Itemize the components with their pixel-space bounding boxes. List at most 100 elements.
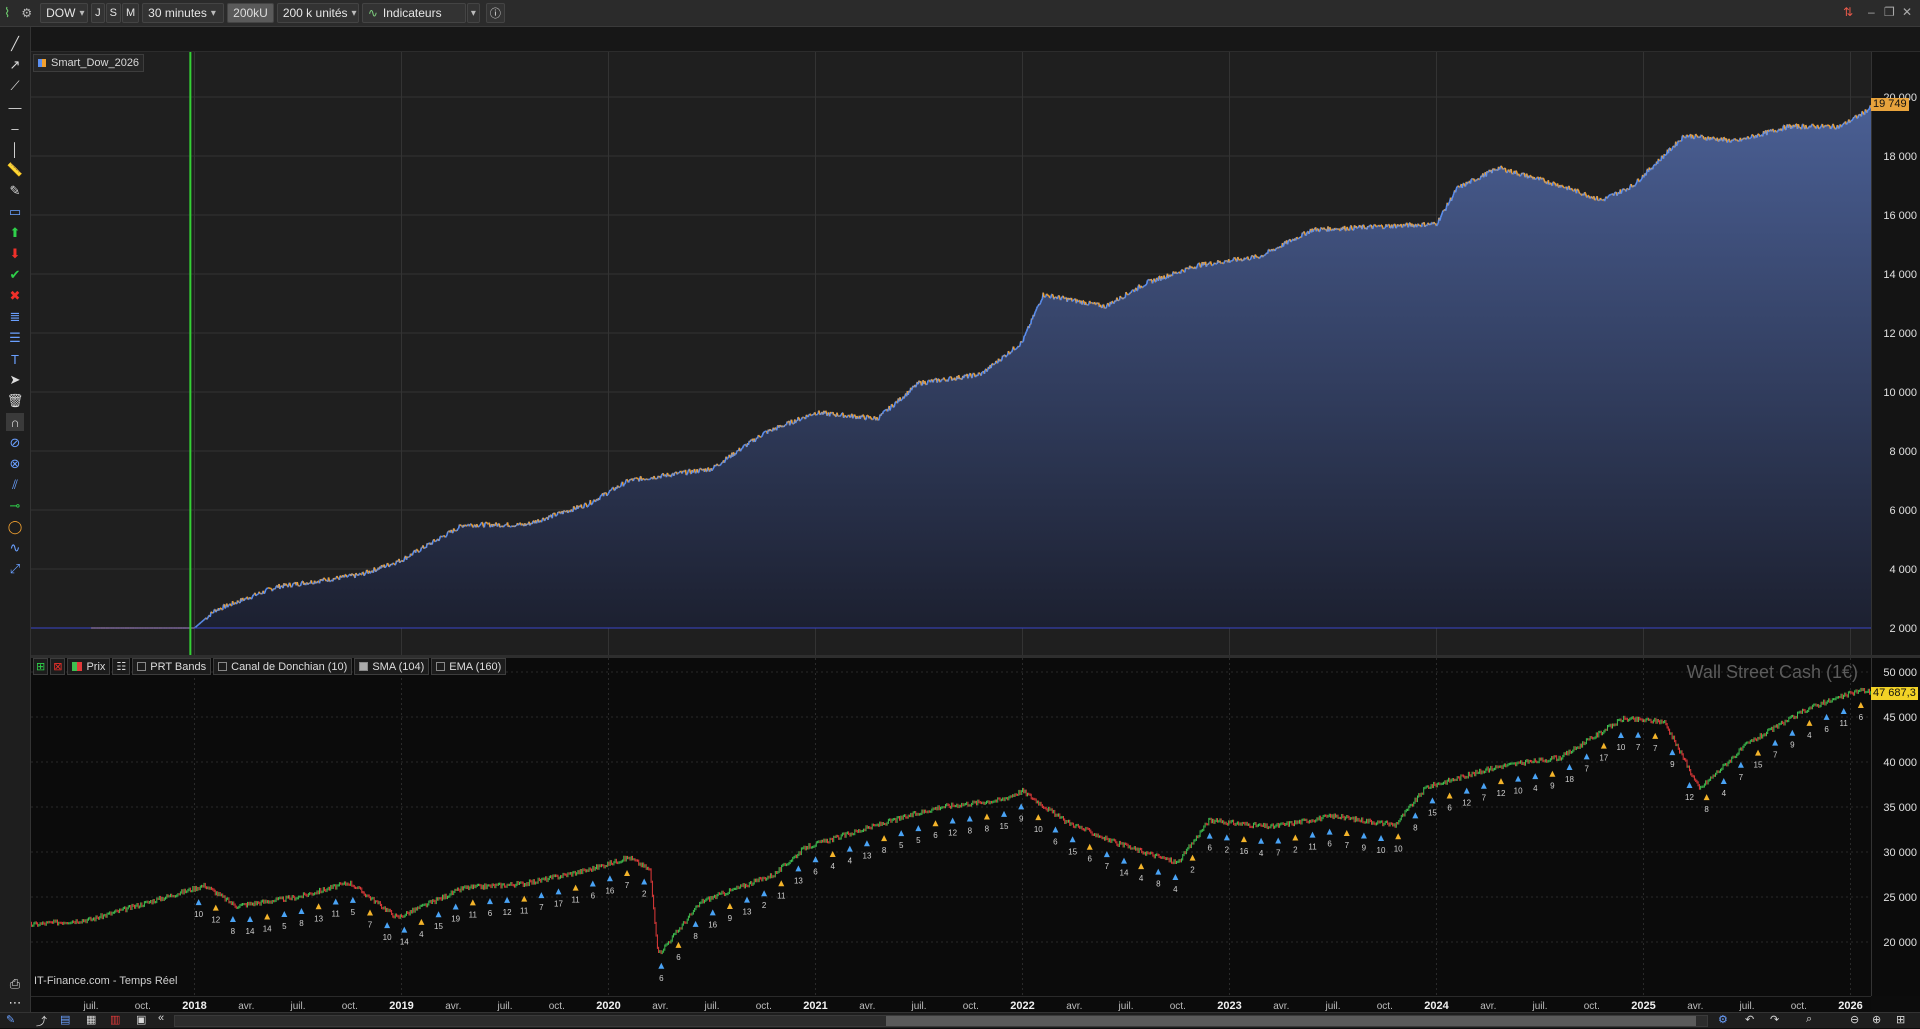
legend-item-ema[interactable]: EMA (160) — [431, 658, 506, 675]
folder-icon[interactable]: ▤ — [60, 1013, 70, 1026]
period-button-week[interactable]: S — [106, 3, 121, 23]
trade-count-label: 11 — [332, 910, 341, 919]
period-button-month[interactable]: M — [122, 3, 139, 23]
equity-segment — [1638, 179, 1639, 180]
equity-segment — [1781, 129, 1782, 131]
horizontal-scrollbar[interactable] — [174, 1015, 1708, 1027]
timeframe-selector[interactable]: 30 minutes▾ — [142, 3, 224, 23]
select-tool-icon[interactable]: ➤ — [6, 371, 24, 389]
close-icon[interactable]: ✕ — [1902, 5, 1912, 19]
zoom-fit-icon[interactable]: ⌕ — [1806, 1013, 1812, 1026]
undo-icon[interactable]: ↶ — [1745, 1013, 1754, 1026]
parallel-channel-icon[interactable]: ⫽ — [6, 476, 24, 494]
magnet-icon[interactable]: ∩ — [6, 413, 24, 431]
settings-icon[interactable]: ⚙ — [16, 3, 37, 23]
text-tool-icon[interactable]: T — [6, 350, 24, 368]
period-button-day[interactable]: J — [91, 3, 105, 23]
candles-icon[interactable]: ▥ — [110, 1013, 120, 1026]
text-info-button[interactable]: ⓘ — [486, 3, 505, 23]
trade-count-label: 18 — [1565, 775, 1574, 784]
equity-segment — [609, 490, 610, 492]
equity-segment — [281, 586, 282, 587]
horizontal-segment-icon[interactable]: ⊸ — [6, 497, 24, 515]
equity-segment — [387, 563, 388, 564]
scrollbar-thumb[interactable] — [886, 1016, 1696, 1026]
equity-segment — [480, 524, 481, 525]
equity-legend[interactable]: Smart_Dow_2026 — [33, 54, 144, 72]
equity-segment — [1181, 270, 1182, 274]
equity-segment — [1273, 249, 1274, 251]
screenshot-icon[interactable]: ⎙ — [6, 975, 24, 993]
legend-item-donchian[interactable]: Canal de Donchian (10) — [213, 658, 352, 675]
restore-icon[interactable]: ❐ — [1884, 5, 1895, 19]
equity-segment — [1614, 193, 1615, 195]
buy-arrow-icon — [298, 908, 304, 914]
draw-icon[interactable]: ✎ — [6, 1013, 15, 1026]
horizontal-ray-icon[interactable]: ‒ — [6, 119, 24, 137]
indicators-dropdown-button[interactable]: ▾ — [467, 3, 480, 23]
settings-icon[interactable]: ⚙ — [1718, 1013, 1728, 1026]
segment-tool-icon[interactable]: ⟋ — [6, 77, 24, 95]
instrument-selector[interactable]: DOW▾ — [40, 3, 88, 23]
zoom-in-icon[interactable]: ⊕ — [1872, 1013, 1881, 1026]
trendline-settings-icon[interactable]: ⊘ — [6, 434, 24, 452]
legend-item-price[interactable]: Prix — [67, 658, 110, 675]
pane-close-button[interactable]: ⊠ — [50, 658, 65, 675]
units-selector[interactable]: 200 k unités▾ — [277, 3, 359, 23]
list-button[interactable]: ☷ — [112, 658, 130, 675]
ray-tool-icon[interactable]: ↗ — [6, 56, 24, 74]
layout-icon[interactable]: ▣ — [136, 1013, 146, 1026]
legend-item-sma[interactable]: SMA (104) — [354, 658, 429, 675]
sync-icon[interactable]: ⇅ — [1843, 5, 1853, 19]
equity-segment — [1802, 124, 1803, 129]
channel-settings-icon[interactable]: ⊗ — [6, 455, 24, 473]
check-icon[interactable]: ✔ — [6, 266, 24, 284]
sell-arrow-icon[interactable]: ⬇ — [6, 245, 24, 263]
equity-segment — [1047, 294, 1048, 295]
buy-arrow-icon[interactable]: ⬆ — [6, 224, 24, 242]
pencil-icon[interactable]: ✎ — [6, 182, 24, 200]
zoom-out-icon[interactable]: ⊖ — [1850, 1013, 1859, 1026]
minimize-icon[interactable]: ‒ — [1868, 5, 1875, 19]
regression-channel-icon[interactable]: ⤢ — [6, 560, 24, 578]
equity-segment — [360, 573, 361, 574]
equity-curve-pane[interactable] — [31, 52, 1871, 655]
vertical-line-icon[interactable]: │ — [6, 140, 24, 158]
ellipse-icon[interactable]: ◯ — [6, 518, 24, 536]
scroll-back-button[interactable]: « — [158, 1012, 164, 1024]
sell-arrow-icon — [1652, 733, 1658, 739]
cross-icon[interactable]: ✖ — [6, 287, 24, 305]
equity-segment — [1729, 139, 1730, 140]
equity-segment — [1793, 125, 1794, 126]
pane-expand-button[interactable]: ⊞ — [33, 658, 48, 675]
rectangle-icon[interactable]: ▭ — [6, 203, 24, 221]
equity-segment — [1563, 187, 1564, 188]
equity-segment — [1609, 195, 1610, 196]
report-icon[interactable]: ▦ — [86, 1013, 96, 1026]
units-toggle-button[interactable]: 200kU — [227, 3, 274, 23]
fibonacci-fan-icon[interactable]: ☰ — [6, 329, 24, 347]
equity-segment — [1037, 307, 1038, 309]
line-tool-icon[interactable]: ╱ — [6, 35, 24, 53]
ruler-icon[interactable]: 📏 — [6, 161, 24, 179]
units-short-label: 200kU — [233, 6, 268, 20]
equity-segment — [1026, 331, 1027, 333]
trade-count-label: 11 — [1308, 843, 1317, 852]
trash-icon[interactable]: 🗑 — [6, 392, 24, 410]
fibonacci-icon[interactable]: ≣ — [6, 308, 24, 326]
equity-segment — [939, 379, 940, 382]
redo-icon[interactable]: ↷ — [1770, 1013, 1779, 1026]
wave-tool-icon[interactable]: ∿ — [6, 539, 24, 557]
equity-segment — [253, 595, 254, 597]
more-tools-icon[interactable]: ⋯ — [6, 994, 24, 1012]
checkbox-icon — [436, 662, 445, 671]
lock-icon[interactable]: ⊞ — [1896, 1013, 1905, 1026]
legend-item-prt-bands[interactable]: PRT Bands — [132, 658, 211, 675]
chart-style-icon[interactable]: ⌇ — [4, 5, 10, 21]
indicators-button[interactable]: ∿Indicateurs — [362, 3, 466, 23]
horizontal-line-icon[interactable]: — — [6, 98, 24, 116]
